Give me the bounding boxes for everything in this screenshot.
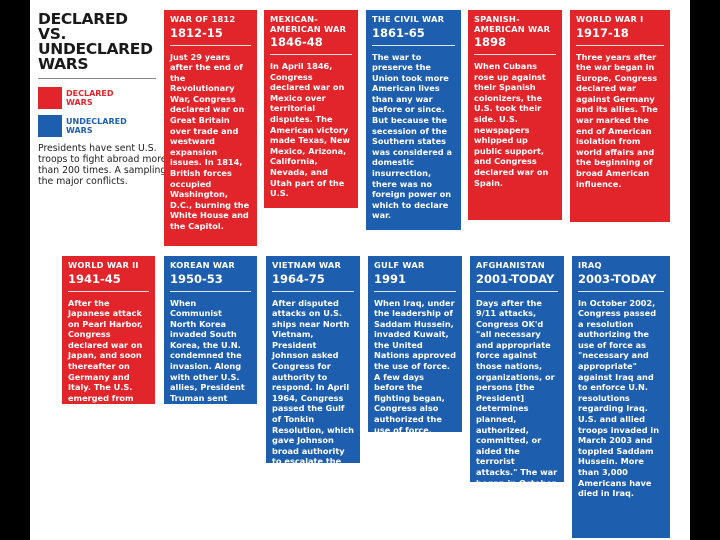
war-card: VIETNAM WAR 1964-75 After disputed attacks…: [266, 256, 360, 477]
war-card: GULF WAR 1991 When Iraq, under the leaders…: [368, 256, 462, 435]
title-line: DECLARED: [38, 10, 128, 28]
war-description: Days after the 9/11 attacks, Congress OK…: [476, 297, 558, 499]
war-description: The war to preserve the Union took more …: [372, 51, 453, 221]
war-name: GULF WAR: [374, 260, 425, 270]
war-card: WORLD WAR II 1941-45 After the Japanese at…: [62, 256, 155, 435]
war-name: WORLD WAR I: [576, 14, 644, 24]
war-description: In April 1846, Congress declared war on …: [270, 61, 350, 199]
war-years: 1812-15: [170, 25, 223, 40]
page-title: DECLARED VS. UNDECLARED WARS: [38, 10, 188, 73]
war-name: THE CIVIL WAR: [372, 14, 445, 24]
war-name: AFGHANISTAN: [476, 260, 545, 270]
war-name: IRAQ: [578, 260, 602, 270]
title-line: WARS: [38, 55, 89, 73]
war-years: 1898: [474, 35, 507, 49]
infographic: DECLARED VS. UNDECLARED WARS DECLARED WAR…: [30, 0, 690, 540]
card-divider: [272, 290, 354, 292]
card-divider: [578, 290, 664, 292]
card-divider: [474, 54, 556, 55]
war-name: MEXICAN-AMERICAN WAR: [270, 14, 347, 34]
card-divider: [476, 290, 558, 292]
war-description: Just 29 years after the end of the Revol…: [170, 51, 250, 232]
war-years: 1941-45: [68, 271, 121, 286]
war-card: SPANISH-AMERICAN WAR 1898 When Cubans rose…: [468, 10, 562, 220]
title-line: UNDECLARED: [38, 40, 153, 58]
war-years: 1846-48: [270, 35, 323, 49]
legend-declared-label: DECLARED WARS: [66, 89, 114, 107]
legend-declared: DECLARED WARS: [38, 87, 188, 109]
war-years: 1991: [374, 271, 407, 286]
card-divider: [576, 44, 664, 46]
war-years: 1861-65: [372, 25, 425, 40]
war-name: WORLD WAR II: [68, 260, 139, 270]
undeclared-swatch: [38, 115, 62, 137]
card-divider: [374, 290, 456, 292]
war-card: WORLD WAR I 1917-18 Three years after the …: [570, 10, 670, 222]
war-card: MEXICAN-AMERICAN WAR 1846-48 In April 1846…: [264, 10, 358, 208]
card-divider: [270, 54, 352, 55]
war-card: IRAQ 2003-TODAY In October 2002, Congress …: [572, 256, 670, 538]
title-divider: [38, 78, 156, 79]
legend-undeclared: UNDECLARED WARS: [38, 115, 188, 137]
war-years: 2003-TODAY: [578, 271, 657, 286]
war-name: WAR OF 1812: [170, 14, 236, 24]
card-divider: [170, 290, 251, 292]
war-years: 1917-18: [576, 25, 629, 40]
war-name: KOREAN WAR: [170, 260, 236, 270]
war-description: When Cubans rose up against their Spanis…: [474, 61, 549, 188]
war-years: 1964-75: [272, 271, 325, 286]
war-card: KOREAN WAR 1950-53 When Communist North Ko…: [164, 256, 257, 435]
war-description: In October 2002, Congress passed a resol…: [578, 297, 660, 499]
war-description: When Communist North Korea invaded South…: [170, 297, 245, 435]
intro-text: Presidents have sent U.S. troops to figh…: [38, 143, 179, 187]
legend-panel: DECLARED VS. UNDECLARED WARS DECLARED WAR…: [38, 10, 188, 187]
war-years: 1950-53: [170, 271, 223, 286]
war-description: Three years after the war began in Europ…: [576, 51, 658, 189]
war-card: AFGHANISTAN 2001-TODAY Days after the 9/11…: [470, 256, 564, 498]
war-description: When Iraq, under the leadership of Sadda…: [374, 297, 456, 435]
title-line: VS.: [38, 25, 67, 43]
war-description: After disputed attacks on U.S. ships nea…: [272, 297, 355, 478]
card-divider: [170, 44, 251, 46]
war-name: VIETNAM WAR: [272, 260, 342, 270]
card-divider: [372, 44, 455, 46]
war-card: WAR OF 1812 1812-15 Just 29 years after th…: [164, 10, 257, 246]
card-divider: [68, 290, 149, 292]
war-years: 2001-TODAY: [476, 271, 555, 286]
legend-undeclared-label: UNDECLARED WARS: [66, 117, 127, 135]
war-card: THE CIVIL WAR 1861-65 The war to preserve …: [366, 10, 461, 230]
declared-swatch: [38, 87, 62, 109]
war-description: After the Japanese attack on Pearl Harbo…: [68, 297, 143, 435]
war-name: SPANISH-AMERICAN WAR: [474, 14, 551, 34]
